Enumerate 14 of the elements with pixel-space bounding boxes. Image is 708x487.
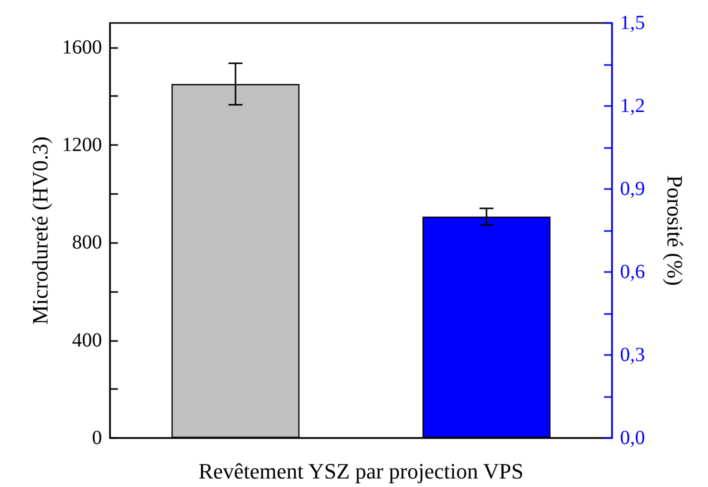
y2-tick-label: 0,0: [620, 427, 645, 449]
y2-tick-label: 0,9: [620, 178, 645, 200]
y-tick-label: 1200: [62, 134, 102, 156]
y-tick-label: 800: [72, 232, 102, 254]
y2-tick-label: 0,6: [620, 261, 645, 283]
y2-axis-title: Porosité (%): [662, 175, 688, 286]
y2-tick-label: 0,3: [620, 344, 645, 366]
y-tick-label: 400: [72, 329, 102, 352]
y2-tick-label: 1,2: [620, 95, 645, 117]
y2-tick-label: 1,5: [620, 12, 645, 34]
y-tick-label: 0: [92, 427, 102, 449]
x-axis-title: Revêtement YSZ par projection VPS: [198, 458, 524, 484]
y-tick-label: 1600: [62, 36, 102, 58]
y-axis-title: Microdureté (HV0.3): [28, 136, 53, 325]
